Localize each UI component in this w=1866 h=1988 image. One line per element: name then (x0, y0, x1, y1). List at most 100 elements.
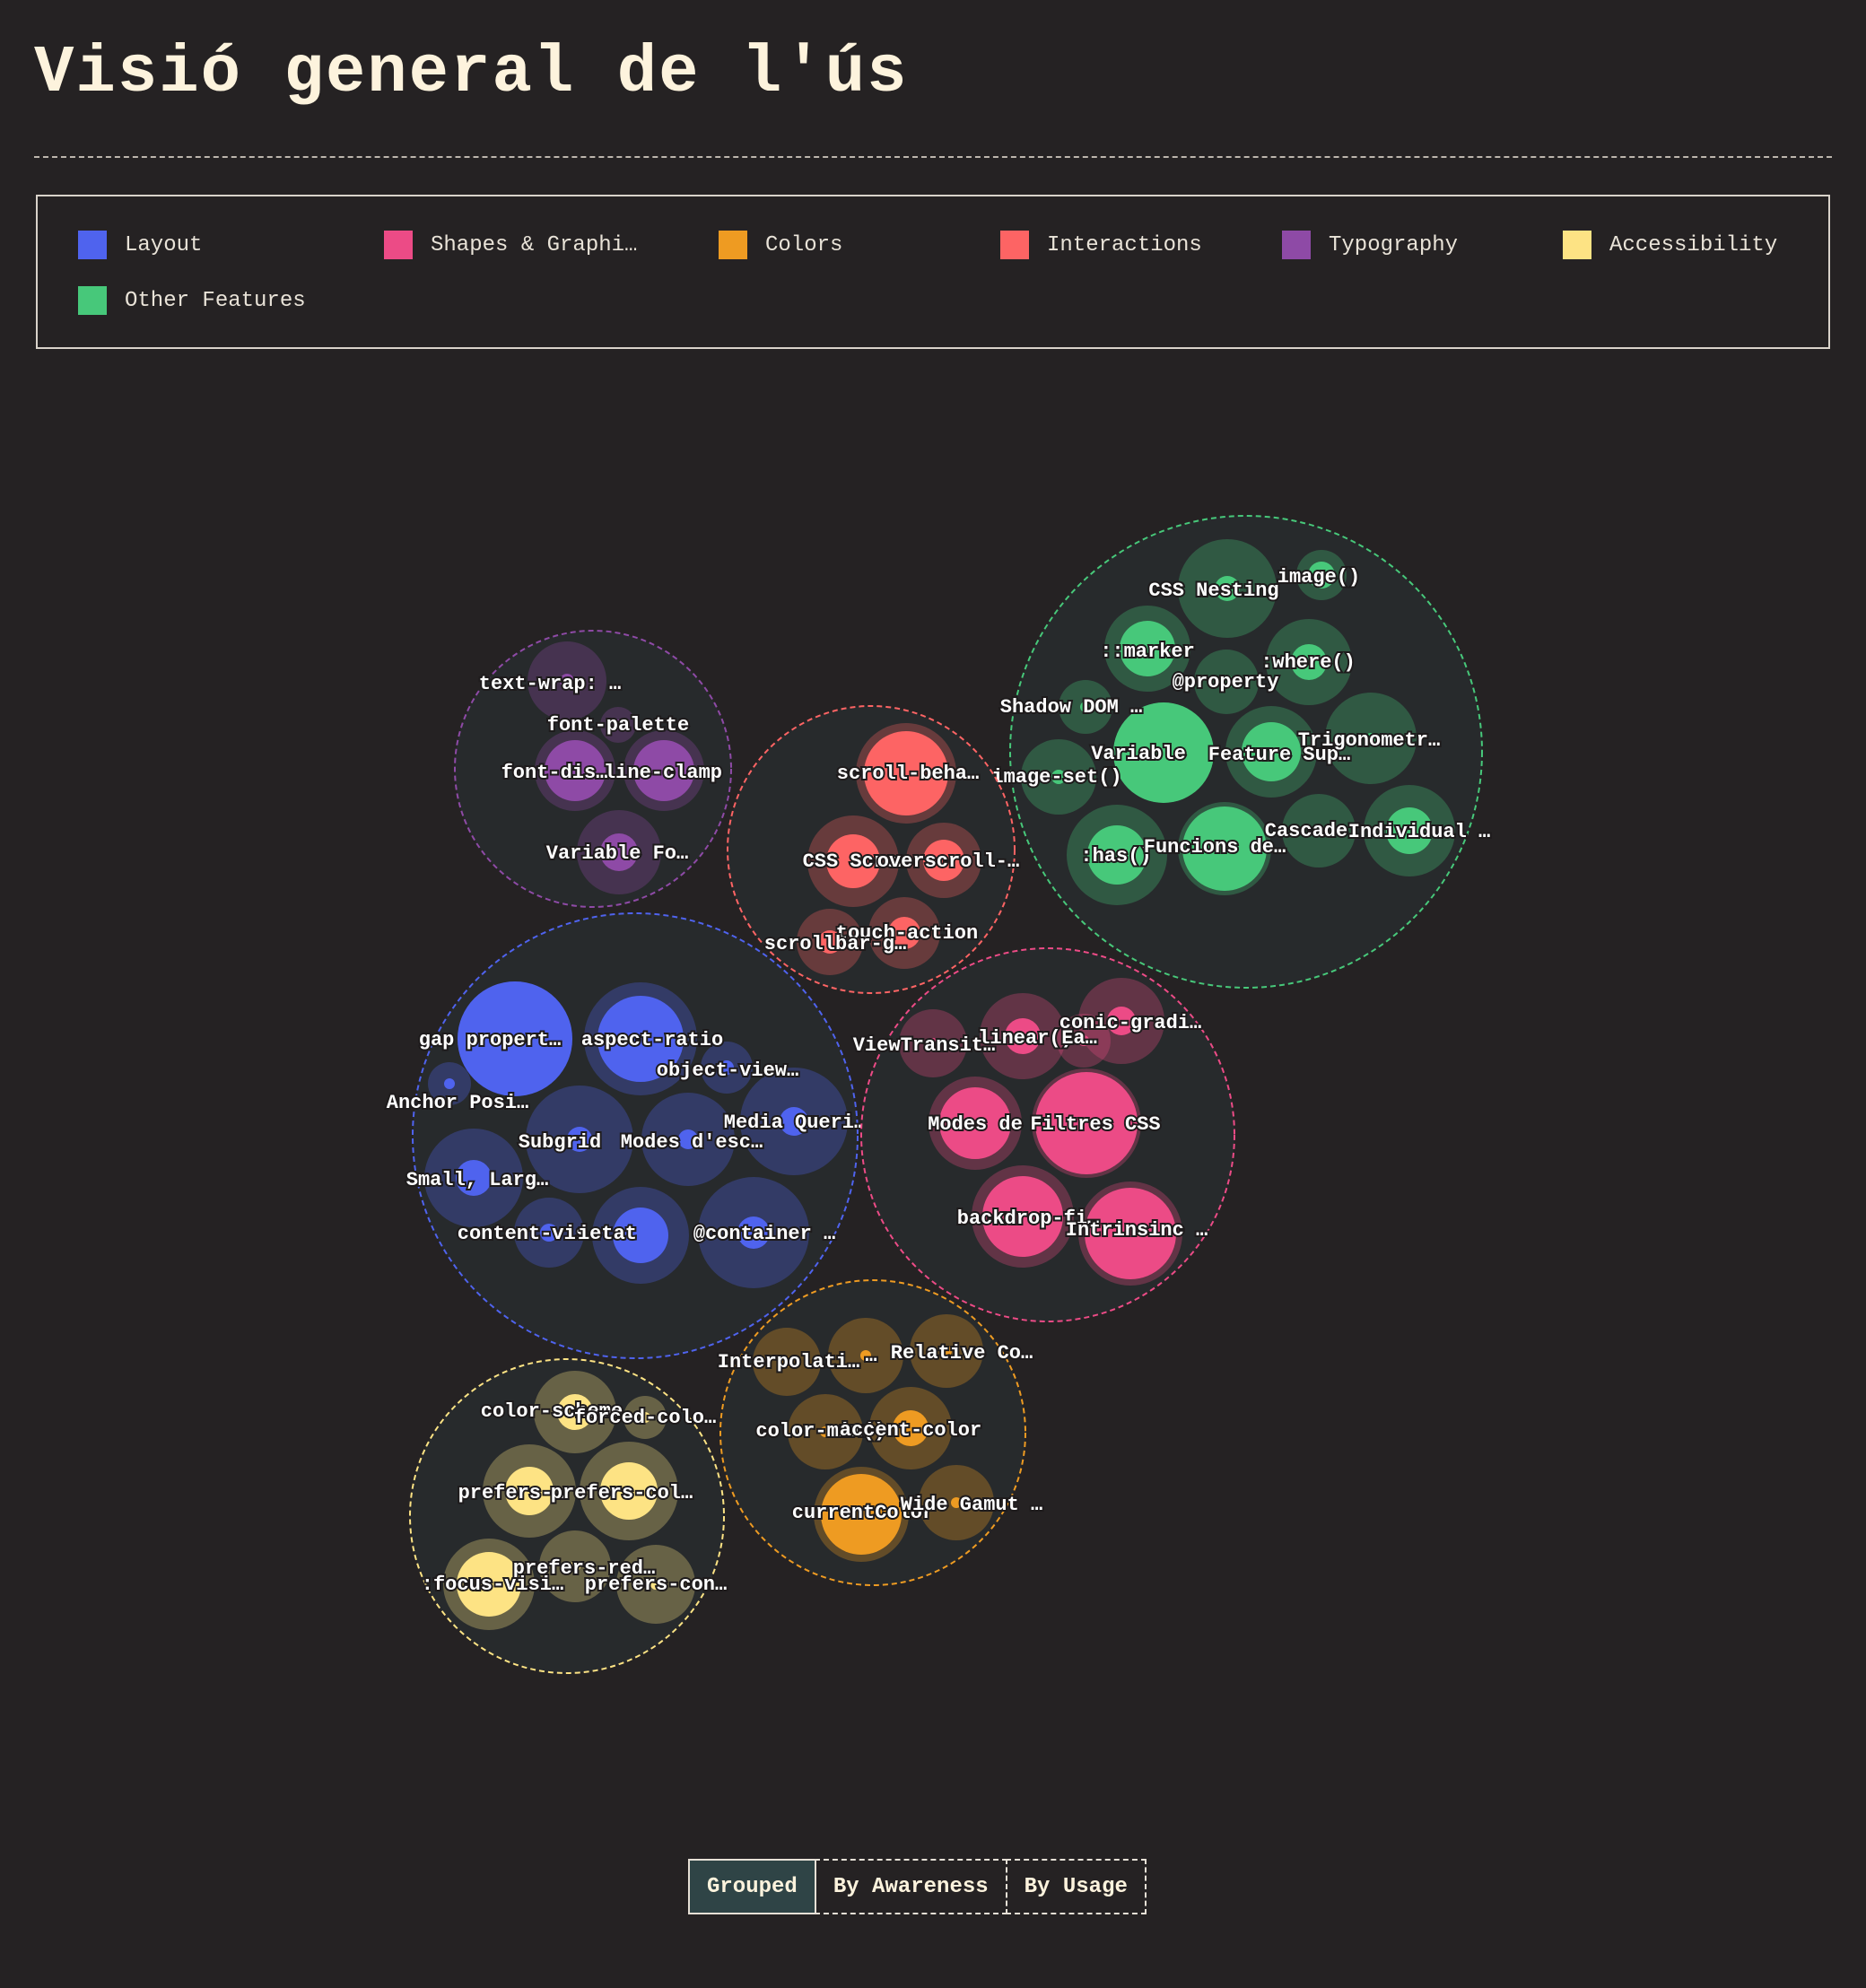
bubble-label: ::marker (1100, 641, 1195, 663)
usage-bubble[interactable] (1087, 825, 1147, 885)
bubble-label: Anchor Posi… (387, 1092, 528, 1114)
usage-bubble[interactable] (781, 1356, 792, 1367)
usage-bubble[interactable] (1035, 1072, 1138, 1174)
usage-bubble[interactable] (1120, 621, 1175, 676)
bubble-label: @property (1173, 671, 1279, 693)
usage-bubble[interactable] (1182, 807, 1267, 891)
bubble-group: text-wrap: … font-palette font-dis…line-cl… (454, 630, 732, 908)
bubble-label: scroll-beha… (837, 763, 979, 785)
bubble-label: object-view… (657, 1059, 798, 1082)
bubble-label: ViewTransit… (853, 1034, 995, 1057)
title-divider (34, 156, 1832, 158)
bubble-label: font-palette (547, 714, 689, 737)
usage-bubble[interactable] (1085, 1188, 1176, 1279)
bubble-label: gap propert… (419, 1029, 561, 1051)
usage-bubble[interactable] (613, 719, 623, 730)
usage-bubble[interactable] (820, 1426, 831, 1437)
usage-bubble[interactable] (458, 981, 572, 1096)
usage-bubble[interactable] (951, 1497, 962, 1508)
legend-item-accessibility: Accessibility (1563, 231, 1777, 259)
bubble-label: Interpolati… (718, 1351, 859, 1373)
legend-swatch (78, 231, 107, 259)
usage-bubble[interactable] (737, 1216, 770, 1249)
usage-bubble[interactable] (600, 833, 638, 871)
by-awareness-button[interactable]: By Awareness (814, 1859, 1007, 1914)
usage-bubble[interactable] (650, 1579, 661, 1590)
bubble-label: scrollbar-g… (764, 933, 906, 955)
bubble-label: Small, Larg… (406, 1169, 548, 1191)
usage-bubble[interactable] (633, 740, 694, 801)
usage-bubble[interactable] (864, 731, 948, 815)
usage-bubble[interactable] (545, 740, 606, 801)
usage-bubble[interactable] (888, 917, 920, 949)
usage-bubble[interactable] (1219, 675, 1234, 689)
usage-bubble[interactable] (1313, 825, 1324, 836)
usage-bubble[interactable] (1078, 1035, 1089, 1046)
usage-bubble[interactable] (457, 1552, 521, 1617)
usage-bubble[interactable] (560, 674, 574, 688)
usage-bubble[interactable] (678, 1129, 698, 1149)
usage-bubble[interactable] (826, 834, 880, 888)
usage-bubble[interactable] (719, 1060, 734, 1075)
bubble-label: linear() (978, 1027, 1073, 1050)
usage-bubble[interactable] (1113, 702, 1214, 803)
bubble-label: accent-color (840, 1419, 981, 1442)
legend-item-other: Other Features (78, 286, 306, 315)
bubble-label: Variable (1091, 743, 1186, 765)
legend-item-interactions: Interactions (1000, 231, 1202, 259)
usage-bubble[interactable] (540, 1224, 558, 1242)
usage-bubble[interactable] (597, 996, 684, 1082)
bubble-label: color-scheme (481, 1400, 623, 1423)
bubble-label: conic-gradi… (1059, 1012, 1201, 1034)
group-circle (719, 1279, 1026, 1586)
usage-bubble[interactable] (505, 1467, 554, 1515)
usage-bubble[interactable] (818, 930, 841, 954)
bubble-group: gap propert… aspect-ratio object-view… Anch… (385, 912, 868, 1359)
usage-bubble[interactable] (941, 1346, 952, 1356)
bubble-group: scroll-beha… CSS Scro…overscroll-… touch-a… (727, 705, 1021, 994)
usage-bubble[interactable] (1291, 644, 1327, 680)
legend-swatch (719, 231, 747, 259)
bubble-label: backdrop-fi… (957, 1208, 1099, 1230)
usage-bubble[interactable] (1080, 702, 1091, 712)
usage-bubble[interactable] (821, 1474, 902, 1555)
usage-bubble[interactable] (923, 840, 964, 881)
usage-bubble[interactable] (640, 1412, 650, 1423)
usage-bubble[interactable] (1107, 1007, 1136, 1035)
bubble-label: content-vis… (458, 1223, 599, 1245)
usage-bubble[interactable] (613, 1208, 668, 1263)
bubble-label: CSS Scro… (803, 850, 910, 873)
bubble-label: Wide Gamut … (901, 1494, 1042, 1516)
bubble-label: font-dis… (501, 762, 608, 784)
by-usage-button[interactable]: By Usage (1005, 1859, 1147, 1914)
bubble-label: CSS Nesting (1148, 580, 1278, 602)
usage-bubble[interactable] (570, 1561, 580, 1572)
usage-bubble[interactable] (780, 1107, 808, 1136)
bubble-label: Filtres CSS (1030, 1113, 1160, 1136)
bubble-label: prefers-col… (551, 1482, 693, 1504)
usage-bubble[interactable] (1242, 722, 1301, 781)
bubble-label: @container … (693, 1223, 835, 1245)
usage-bubble[interactable] (928, 1038, 938, 1049)
usage-bubble[interactable] (1005, 1018, 1041, 1054)
grouped-button[interactable]: Grouped (688, 1859, 816, 1914)
usage-bubble[interactable] (939, 1087, 1011, 1159)
bubble-label: :has() (1080, 845, 1151, 868)
usage-bubble[interactable] (982, 1176, 1063, 1257)
usage-bubble[interactable] (860, 1350, 871, 1361)
usage-bubble[interactable] (600, 1462, 658, 1520)
usage-bubble[interactable] (1365, 733, 1376, 744)
usage-bubble[interactable] (1308, 562, 1335, 589)
bubble-label: Feature Sup… (1208, 744, 1350, 766)
usage-bubble[interactable] (444, 1078, 455, 1089)
usage-bubble[interactable] (1051, 770, 1066, 784)
usage-bubble[interactable] (893, 1410, 929, 1446)
usage-bubble[interactable] (567, 1127, 592, 1152)
usage-bubble[interactable] (557, 1394, 593, 1430)
usage-bubble[interactable] (1386, 807, 1433, 854)
usage-bubble[interactable] (1215, 576, 1240, 601)
page-title: Visió general de l'ús (34, 36, 909, 111)
bubble-label: image() (1277, 566, 1360, 589)
usage-bubble[interactable] (456, 1160, 492, 1196)
legend-item-shapes: Shapes & Graphi… (384, 231, 637, 259)
